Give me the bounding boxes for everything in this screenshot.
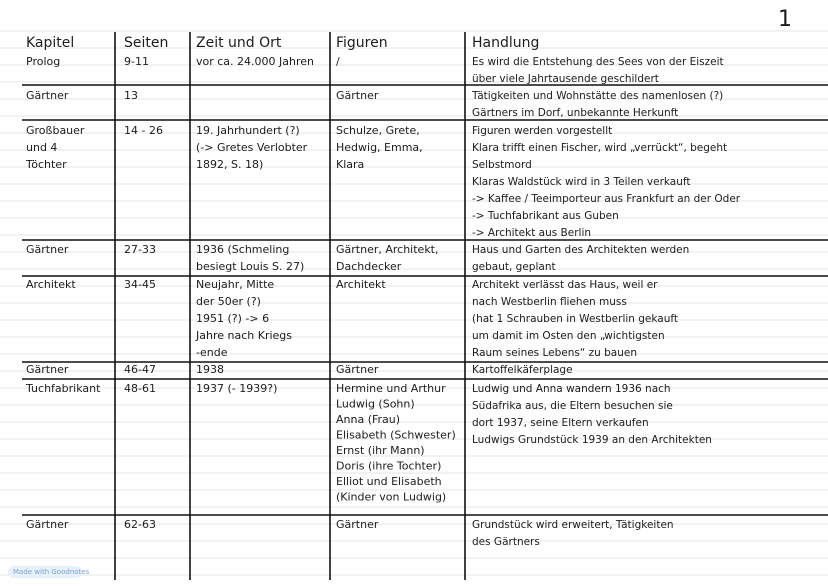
cell-text: um damit im Osten den „wichtigsten <box>472 330 665 342</box>
cell-text: Elisabeth (Schwester) <box>336 429 456 442</box>
cell-text: Architekt <box>26 278 76 291</box>
cell-text: 46-47 <box>124 363 156 376</box>
cell-text: 48-61 <box>124 382 156 395</box>
cell-text: Großbauer <box>26 124 85 137</box>
cell-text: Gärtner <box>26 518 69 531</box>
cell-text: -> Kaffee / Teeimporteur aus Frankfurt a… <box>472 193 741 205</box>
cell-text: Tätigkeiten und Wohnstätte des namenlose… <box>471 90 723 102</box>
ruled-lines <box>0 30 828 576</box>
cell-text: Anna (Frau) <box>336 413 400 426</box>
cell-text: 13 <box>124 89 138 102</box>
cell-text: -> Architekt aus Berlin <box>472 227 591 239</box>
footer: Made with Goodnotes <box>13 568 90 576</box>
cell-text: dort 1937, seine Eltern verkaufen <box>472 417 649 429</box>
cell-text: Architekt verlässt das Haus, weil er <box>472 279 658 291</box>
cell-text: -> Tuchfabrikant aus Guben <box>472 210 619 222</box>
cell-text: Gärtner <box>336 363 379 376</box>
cell-text: Figuren werden vorgestellt <box>472 125 612 137</box>
cell-text: Grundstück wird erweitert, Tätigkeiten <box>472 519 674 531</box>
cell-text: Hedwig, Emma, <box>336 141 423 154</box>
header-cell: Kapitel <box>26 35 74 51</box>
cell-text: Gärtner, Architekt, <box>336 243 439 256</box>
header-cell: Figuren <box>336 35 388 51</box>
header-cell: Seiten <box>124 35 168 51</box>
header-cell: Zeit und Ort <box>196 35 282 51</box>
cell-text: Ludwigs Grundstück 1939 an den Architekt… <box>472 434 712 446</box>
cell-text: Es wird die Entstehung des Sees von der … <box>472 56 724 68</box>
cell-text: Gärtner <box>26 363 69 376</box>
cell-text: 27-33 <box>124 243 156 256</box>
cell-text: über viele Jahrtausende geschildert <box>472 73 659 85</box>
cell-text: Töchter <box>25 158 67 171</box>
cell-text: Doris (ihre Tochter) <box>336 460 441 473</box>
cell-text: Dachdecker <box>336 260 402 273</box>
cell-text: Elliot und Elisabeth <box>336 475 442 488</box>
cell-text: 1936 (Schmeling <box>196 243 289 256</box>
cell-text: des Gärtners <box>472 536 540 548</box>
cell-text: Prolog <box>26 55 60 68</box>
cell-text: und 4 <box>26 141 57 154</box>
cell-text: Kartoffelkäferplage <box>472 364 573 376</box>
cell-text: Hermine und Arthur <box>336 382 446 395</box>
cell-text: 1951 (?) -> 6 <box>196 312 269 325</box>
cell-text: Tuchfabrikant <box>25 382 101 395</box>
cell-text: 9-11 <box>124 55 149 68</box>
page-number: 1 <box>778 7 792 32</box>
cell-text: Neujahr, Mitte <box>196 278 274 291</box>
cell-text: Gärtner <box>336 89 379 102</box>
cell-text: Klara trifft einen Fischer, wird „verrüc… <box>472 142 727 154</box>
cell-text: Selbstmord <box>472 159 532 171</box>
cell-text: gebaut, geplant <box>472 261 556 273</box>
cell-text: (Kinder von Ludwig) <box>336 491 446 504</box>
cell-text: Architekt <box>336 278 386 291</box>
cell-text: Raum seines Lebens“ zu bauen <box>472 347 637 359</box>
cell-text: 1937 (- 1939?) <box>196 382 277 395</box>
cell-text: Schulze, Grete, <box>336 124 420 137</box>
cell-text: 19. Jahrhundert (?) <box>196 124 300 137</box>
header-cell: Handlung <box>472 35 539 51</box>
cell-text: Gärtner <box>336 518 379 531</box>
cell-text: Ludwig (Sohn) <box>336 398 415 411</box>
table: Kapitel Seiten Zeit und Ort Figuren Handlung… <box>25 35 741 548</box>
cell-text: 14 - 26 <box>124 124 163 137</box>
cell-text: vor ca. 24.000 Jahren <box>196 55 314 68</box>
cell-text: Gärtner <box>26 89 69 102</box>
cell-text: Ludwig und Anna wandern 1936 nach <box>472 383 671 395</box>
cell-text: Ernst (ihr Mann) <box>336 444 425 457</box>
cell-text: nach Westberlin fliehen muss <box>472 296 627 308</box>
cell-text: Gärtners im Dorf, unbekannte Herkunft <box>472 107 678 119</box>
cell-text: 34-45 <box>124 278 156 291</box>
cell-text: Südafrika aus, die Eltern besuchen sie <box>472 400 673 412</box>
footer-badge <box>8 566 82 578</box>
cell-text: Gärtner <box>26 243 69 256</box>
cell-text: Klara <box>336 158 364 171</box>
table-lines <box>22 32 828 580</box>
cell-text: (hat 1 Schrauben in Westberlin gekauft <box>472 313 678 325</box>
cell-text: der 50er (?) <box>196 295 261 308</box>
cell-text: besiegt Louis S. 27) <box>196 260 304 273</box>
cell-text: -ende <box>196 346 228 359</box>
cell-text: 1938 <box>196 363 224 376</box>
cell-text: (-> Gretes Verlobter <box>196 141 308 154</box>
cell-text: Jahre nach Kriegs <box>195 329 292 342</box>
cell-text: 1892, S. 18) <box>196 158 263 171</box>
cell-text: / <box>336 55 340 68</box>
cell-text: 62-63 <box>124 518 156 531</box>
cell-text: Klaras Waldstück wird in 3 Teilen verkau… <box>472 176 691 188</box>
cell-text: Haus und Garten des Architekten werden <box>472 244 689 256</box>
